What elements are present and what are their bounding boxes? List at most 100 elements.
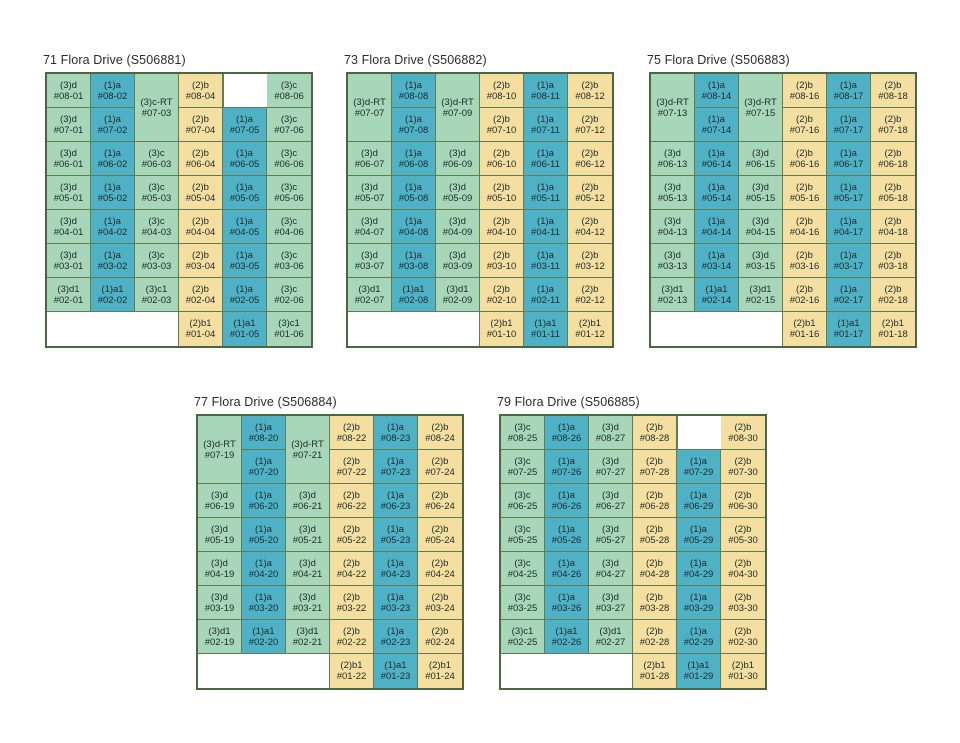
unit-type: (3)d1 bbox=[661, 283, 684, 295]
empty-cell bbox=[348, 312, 480, 346]
unit-type: (3)d1 bbox=[599, 625, 622, 637]
unit-number: #03-27 bbox=[595, 602, 626, 614]
unit-number: #01-17 bbox=[833, 329, 864, 340]
unit-number: #08-30 bbox=[728, 432, 758, 444]
unit-cell: (1)a #06-23 bbox=[374, 484, 418, 518]
unit-cell: (2)b #03-30 bbox=[721, 586, 765, 620]
unit-cell: (1)a #02-29 bbox=[677, 620, 721, 654]
unit-number: #08-26 bbox=[551, 432, 582, 444]
unit-number: #08-11 bbox=[531, 90, 560, 102]
unit-cell: (1)a1 #02-08 bbox=[392, 278, 436, 312]
unit-cell: (3)d1 #02-27 bbox=[589, 620, 633, 654]
unit-type: (3)d bbox=[361, 249, 378, 261]
unit-cell: (2)b #07-28 bbox=[633, 450, 677, 484]
unit-cell: (3)d #04-27 bbox=[589, 552, 633, 586]
unit-type: (2)b1 bbox=[578, 318, 602, 329]
unit-number: #07-13 bbox=[657, 107, 688, 119]
floor-plan-grid: (3)d-RT #07-13 (1)a #08-14 (3)d-RT #07-15 (2)b… bbox=[649, 72, 917, 348]
unit-type: (2)b bbox=[734, 455, 752, 467]
unit-cell: (2)b #07-12 bbox=[568, 108, 612, 142]
unit-number: #05-10 bbox=[486, 192, 517, 204]
unit-type: (3)d-RT bbox=[656, 96, 689, 108]
unit-number: #03-01 bbox=[53, 260, 84, 272]
unit-type: (3)d bbox=[299, 489, 316, 501]
unit-cell: (2)b #02-24 bbox=[418, 620, 462, 654]
unit-cell: (1)a #06-26 bbox=[545, 484, 589, 518]
unit-type: (3)d bbox=[211, 557, 228, 569]
unit-cell: (1)a1 #01-17 bbox=[827, 312, 871, 346]
unit-cell: (1)a #07-11 bbox=[524, 108, 568, 142]
unit-number: #07-23 bbox=[380, 466, 411, 478]
unit-type: (2)b bbox=[796, 113, 813, 125]
unit-type: (1)a1 bbox=[384, 660, 407, 671]
unit-cell: (2)b #06-12 bbox=[568, 142, 612, 176]
unit-number: #05-17 bbox=[833, 192, 864, 204]
unit-number: #02-02 bbox=[97, 294, 128, 306]
unit-type: (2)b bbox=[646, 523, 663, 535]
unit-cell: (2)b #02-04 bbox=[179, 278, 223, 312]
unit-cell: (2)b #08-18 bbox=[871, 74, 915, 108]
unit-cell: (3)c #05-25 bbox=[501, 518, 545, 552]
unit-type: (1)a bbox=[405, 147, 422, 159]
unit-cell: (2)b #02-18 bbox=[871, 278, 915, 312]
unit-number: #04-05 bbox=[229, 226, 260, 238]
unit-number: #03-06 bbox=[274, 260, 304, 272]
unit-type: (1)a bbox=[236, 283, 253, 295]
unit-cell: (1)a #07-29 bbox=[677, 450, 721, 484]
unit-number: #06-27 bbox=[595, 500, 626, 512]
block-title: 71 Flora Drive (S506881) bbox=[43, 53, 186, 67]
unit-number: #03-22 bbox=[336, 602, 367, 614]
unit-number: #03-14 bbox=[701, 260, 732, 272]
unit-type: (2)b bbox=[884, 113, 902, 125]
unit-cell: (3)d-RT #07-19 bbox=[198, 416, 242, 484]
unit-cell: (3)d #05-27 bbox=[589, 518, 633, 552]
unit-number: #08-08 bbox=[398, 90, 429, 102]
unit-cell: (2)b #03-18 bbox=[871, 244, 915, 278]
unit-cell: (2)b #05-28 bbox=[633, 518, 677, 552]
unit-cell: (3)d #05-09 bbox=[436, 176, 480, 210]
unit-number: #06-06 bbox=[274, 158, 304, 170]
unit-cell: (1)a #05-26 bbox=[545, 518, 589, 552]
unit-cell: (2)b1 #01-22 bbox=[330, 654, 374, 688]
unit-number: #06-23 bbox=[380, 500, 411, 512]
unit-number: #05-21 bbox=[292, 534, 323, 546]
unit-number: #07-15 bbox=[745, 107, 776, 119]
unit-type: (2)b1 bbox=[189, 318, 212, 329]
unit-type: (2)b bbox=[646, 455, 663, 467]
unit-type: (2)b1 bbox=[643, 660, 666, 671]
unit-number: #03-10 bbox=[486, 260, 517, 272]
unit-number: #08-12 bbox=[575, 90, 605, 102]
unit-type: (3)d bbox=[299, 591, 316, 603]
unit-number: #02-01 bbox=[53, 294, 84, 306]
unit-type: (2)b bbox=[646, 489, 663, 501]
unit-type: (3)d bbox=[60, 181, 77, 193]
unit-cell: (2)b #03-16 bbox=[783, 244, 827, 278]
unit-cell: (2)b #03-24 bbox=[418, 586, 462, 620]
unit-type: (3)d1 bbox=[749, 283, 772, 295]
unit-type: (2)b bbox=[493, 215, 510, 227]
unit-cell: (3)c #08-25 bbox=[501, 416, 545, 450]
unit-number: #02-25 bbox=[507, 636, 538, 648]
unit-number: #03-05 bbox=[229, 260, 260, 272]
unit-number: #03-11 bbox=[531, 260, 560, 272]
unit-cell: (3)d #06-19 bbox=[198, 484, 242, 518]
unit-type: (1)a bbox=[405, 215, 422, 227]
unit-cell: (1)a #08-02 bbox=[91, 74, 135, 108]
unit-cell: (1)a #04-29 bbox=[677, 552, 721, 586]
unit-cell: (2)b #07-04 bbox=[179, 108, 223, 142]
unit-number: #06-21 bbox=[292, 500, 323, 512]
unit-number: #05-02 bbox=[97, 192, 128, 204]
unit-number: #05-08 bbox=[398, 192, 429, 204]
unit-type: (3)c1 bbox=[145, 283, 168, 295]
unit-type: (2)b bbox=[493, 79, 510, 91]
unit-number: #04-04 bbox=[185, 226, 216, 238]
unit-number: #05-28 bbox=[639, 534, 670, 546]
unit-cell: (2)b #04-12 bbox=[568, 210, 612, 244]
unit-number: #07-24 bbox=[425, 466, 455, 478]
unit-cell: (1)a #08-08 bbox=[392, 74, 436, 108]
unit-type: (3)c bbox=[514, 557, 531, 569]
unit-type: (2)b bbox=[431, 557, 449, 569]
unit-cell: (1)a #05-29 bbox=[677, 518, 721, 552]
unit-number: #05-16 bbox=[789, 192, 820, 204]
unit-type: (1)a bbox=[537, 181, 554, 193]
